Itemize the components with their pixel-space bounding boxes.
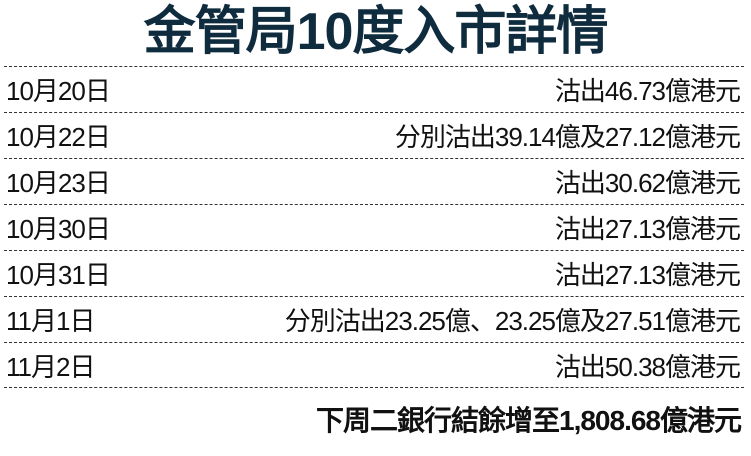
table-row: 10月30日 沽出27.13億港元 (4, 204, 744, 250)
row-detail: 沽出27.13億港元 (554, 214, 741, 244)
row-date: 10月31日 (6, 260, 111, 290)
table-row: 11月1日 分別沽出23.25億、23.25億及27.51億港元 (4, 296, 744, 342)
table-row: 10月23日 沽出30.62億港元 (4, 158, 744, 204)
row-date: 11月1日 (6, 306, 95, 336)
row-date: 10月23日 (6, 168, 111, 198)
row-date: 11月2日 (6, 351, 95, 382)
table-row: 10月20日 沽出46.73億港元 (4, 66, 744, 112)
row-detail: 沽出30.62億港元 (554, 168, 741, 198)
row-detail: 沽出27.13億港元 (554, 260, 741, 290)
row-detail: 沽出50.38億港元 (554, 351, 741, 382)
row-date: 10月30日 (6, 214, 111, 244)
row-date: 10月22日 (6, 122, 111, 152)
table-row: 10月22日 分別沽出39.14億及27.12億港元 (4, 112, 744, 158)
page-title: 金管局10度入市詳情 (143, 3, 609, 61)
row-detail: 沽出46.73億港元 (554, 76, 741, 106)
row-detail: 分別沽出23.25億、23.25億及27.51億港元 (284, 306, 741, 336)
table-row: 10月31日 沽出27.13億港元 (4, 250, 744, 296)
summary-text: 下周二銀行結餘增至1,808.68億港元 (316, 405, 742, 436)
row-detail: 分別沽出39.14億及27.12億港元 (394, 122, 741, 152)
intervention-table: 10月20日 沽出46.73億港元 10月22日 分別沽出39.14億及27.12億… (4, 66, 744, 388)
table-row: 11月2日 沽出50.38億港元 (4, 342, 744, 388)
row-date: 10月20日 (6, 76, 111, 106)
